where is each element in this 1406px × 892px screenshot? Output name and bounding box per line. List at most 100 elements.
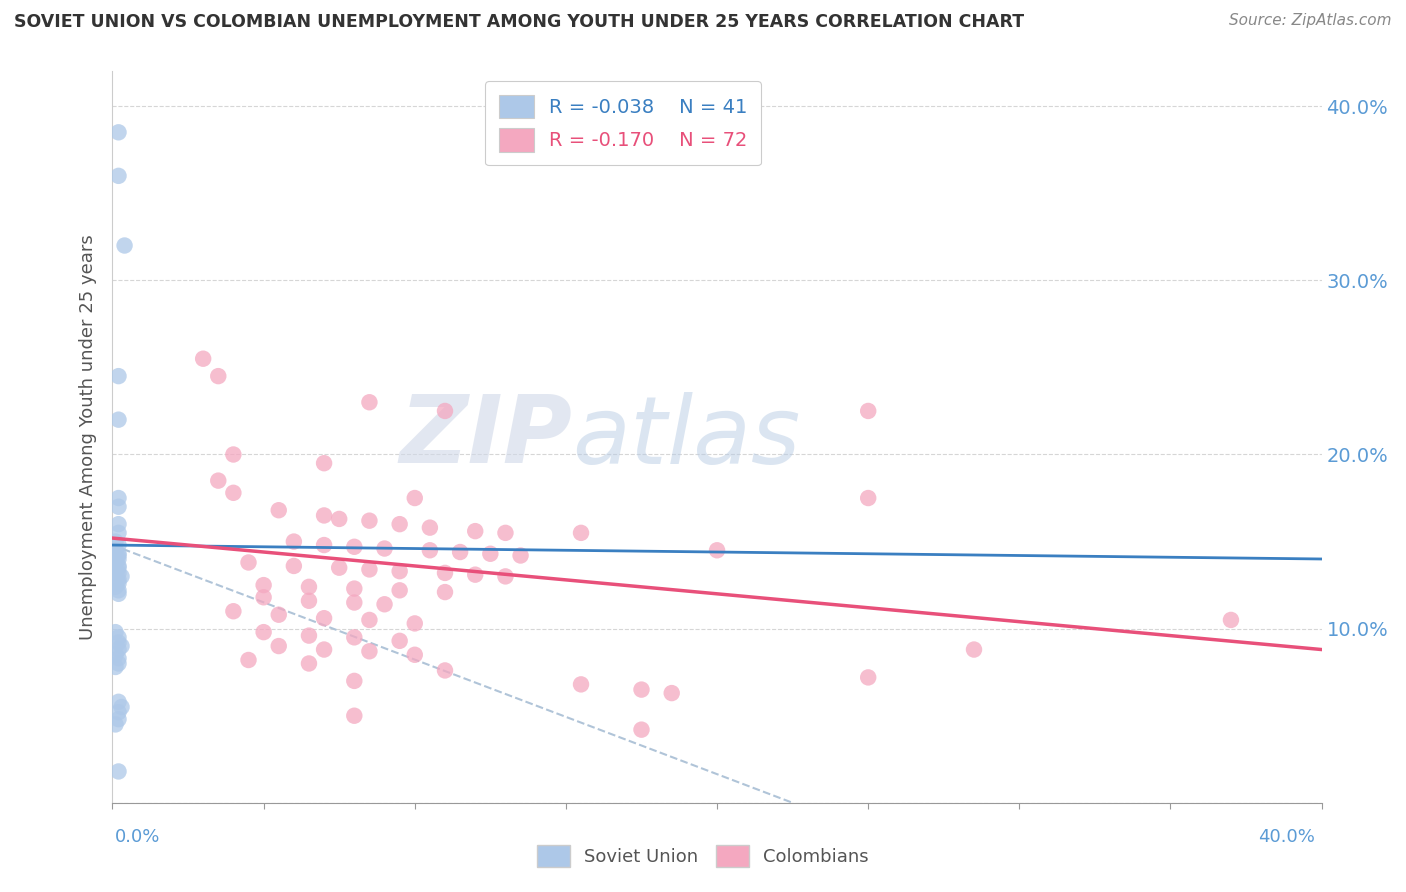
Point [107, 657, 129, 671]
Point [630, 682, 652, 697]
Point [359, 613, 381, 627]
Point [495, 569, 517, 583]
Point [114, 238, 136, 252]
Point [359, 395, 381, 409]
Text: 40.0%: 40.0% [1258, 828, 1315, 846]
Point [107, 695, 129, 709]
Point [374, 597, 396, 611]
Point [298, 594, 321, 608]
Point [222, 485, 245, 500]
Point [328, 560, 350, 574]
Point [343, 595, 366, 609]
Point [509, 549, 531, 563]
Point [856, 491, 880, 505]
Point [107, 705, 129, 719]
Point [107, 558, 129, 573]
Point [107, 635, 129, 649]
Point [107, 651, 129, 665]
Point [343, 673, 366, 688]
Point [107, 642, 129, 657]
Point [267, 639, 290, 653]
Point [222, 604, 245, 618]
Point [104, 543, 127, 558]
Point [314, 508, 336, 523]
Point [661, 686, 683, 700]
Point [404, 648, 426, 662]
Point [238, 653, 260, 667]
Point [207, 369, 229, 384]
Point [107, 538, 129, 552]
Point [107, 712, 129, 726]
Point [464, 567, 486, 582]
Point [419, 521, 441, 535]
Point [1220, 613, 1243, 627]
Point [104, 534, 127, 549]
Point [433, 566, 456, 580]
Point [298, 657, 321, 671]
Point [359, 562, 381, 576]
Point [343, 582, 366, 596]
Point [107, 169, 129, 183]
Point [107, 587, 129, 601]
Point [107, 576, 129, 591]
Point [107, 412, 129, 426]
Point [479, 547, 502, 561]
Point [222, 448, 245, 462]
Point [569, 677, 592, 691]
Point [404, 616, 426, 631]
Point [328, 512, 350, 526]
Point [283, 534, 305, 549]
Text: 0.0%: 0.0% [115, 828, 160, 846]
Point [107, 517, 129, 532]
Point [107, 552, 129, 566]
Point [107, 573, 129, 587]
Point [343, 631, 366, 645]
Y-axis label: Unemployment Among Youth under 25 years: Unemployment Among Youth under 25 years [79, 235, 97, 640]
Point [404, 491, 426, 505]
Point [107, 500, 129, 514]
Point [963, 642, 986, 657]
Point [253, 591, 276, 605]
Point [433, 404, 456, 418]
Point [110, 639, 132, 653]
Point [343, 708, 366, 723]
Point [359, 644, 381, 658]
Point [107, 125, 129, 139]
Point [433, 664, 456, 678]
Legend: Soviet Union, Colombians: Soviet Union, Colombians [530, 838, 876, 874]
Point [107, 547, 129, 561]
Point [104, 660, 127, 674]
Point [343, 540, 366, 554]
Point [388, 564, 411, 578]
Point [298, 629, 321, 643]
Text: atlas: atlas [572, 392, 800, 483]
Point [238, 556, 260, 570]
Point [104, 648, 127, 662]
Point [419, 543, 441, 558]
Point [104, 556, 127, 570]
Point [314, 611, 336, 625]
Point [359, 514, 381, 528]
Point [283, 558, 305, 573]
Point [856, 404, 880, 418]
Point [495, 525, 517, 540]
Point [267, 607, 290, 622]
Point [107, 566, 129, 580]
Point [207, 474, 229, 488]
Point [107, 491, 129, 505]
Point [107, 560, 129, 574]
Point [314, 456, 336, 470]
Point [107, 369, 129, 384]
Point [298, 580, 321, 594]
Point [107, 583, 129, 598]
Point [107, 549, 129, 563]
Point [433, 585, 456, 599]
Point [267, 503, 290, 517]
Point [253, 625, 276, 640]
Point [104, 717, 127, 731]
Point [388, 583, 411, 598]
Point [706, 543, 728, 558]
Point [388, 633, 411, 648]
Point [253, 578, 276, 592]
Point [107, 525, 129, 540]
